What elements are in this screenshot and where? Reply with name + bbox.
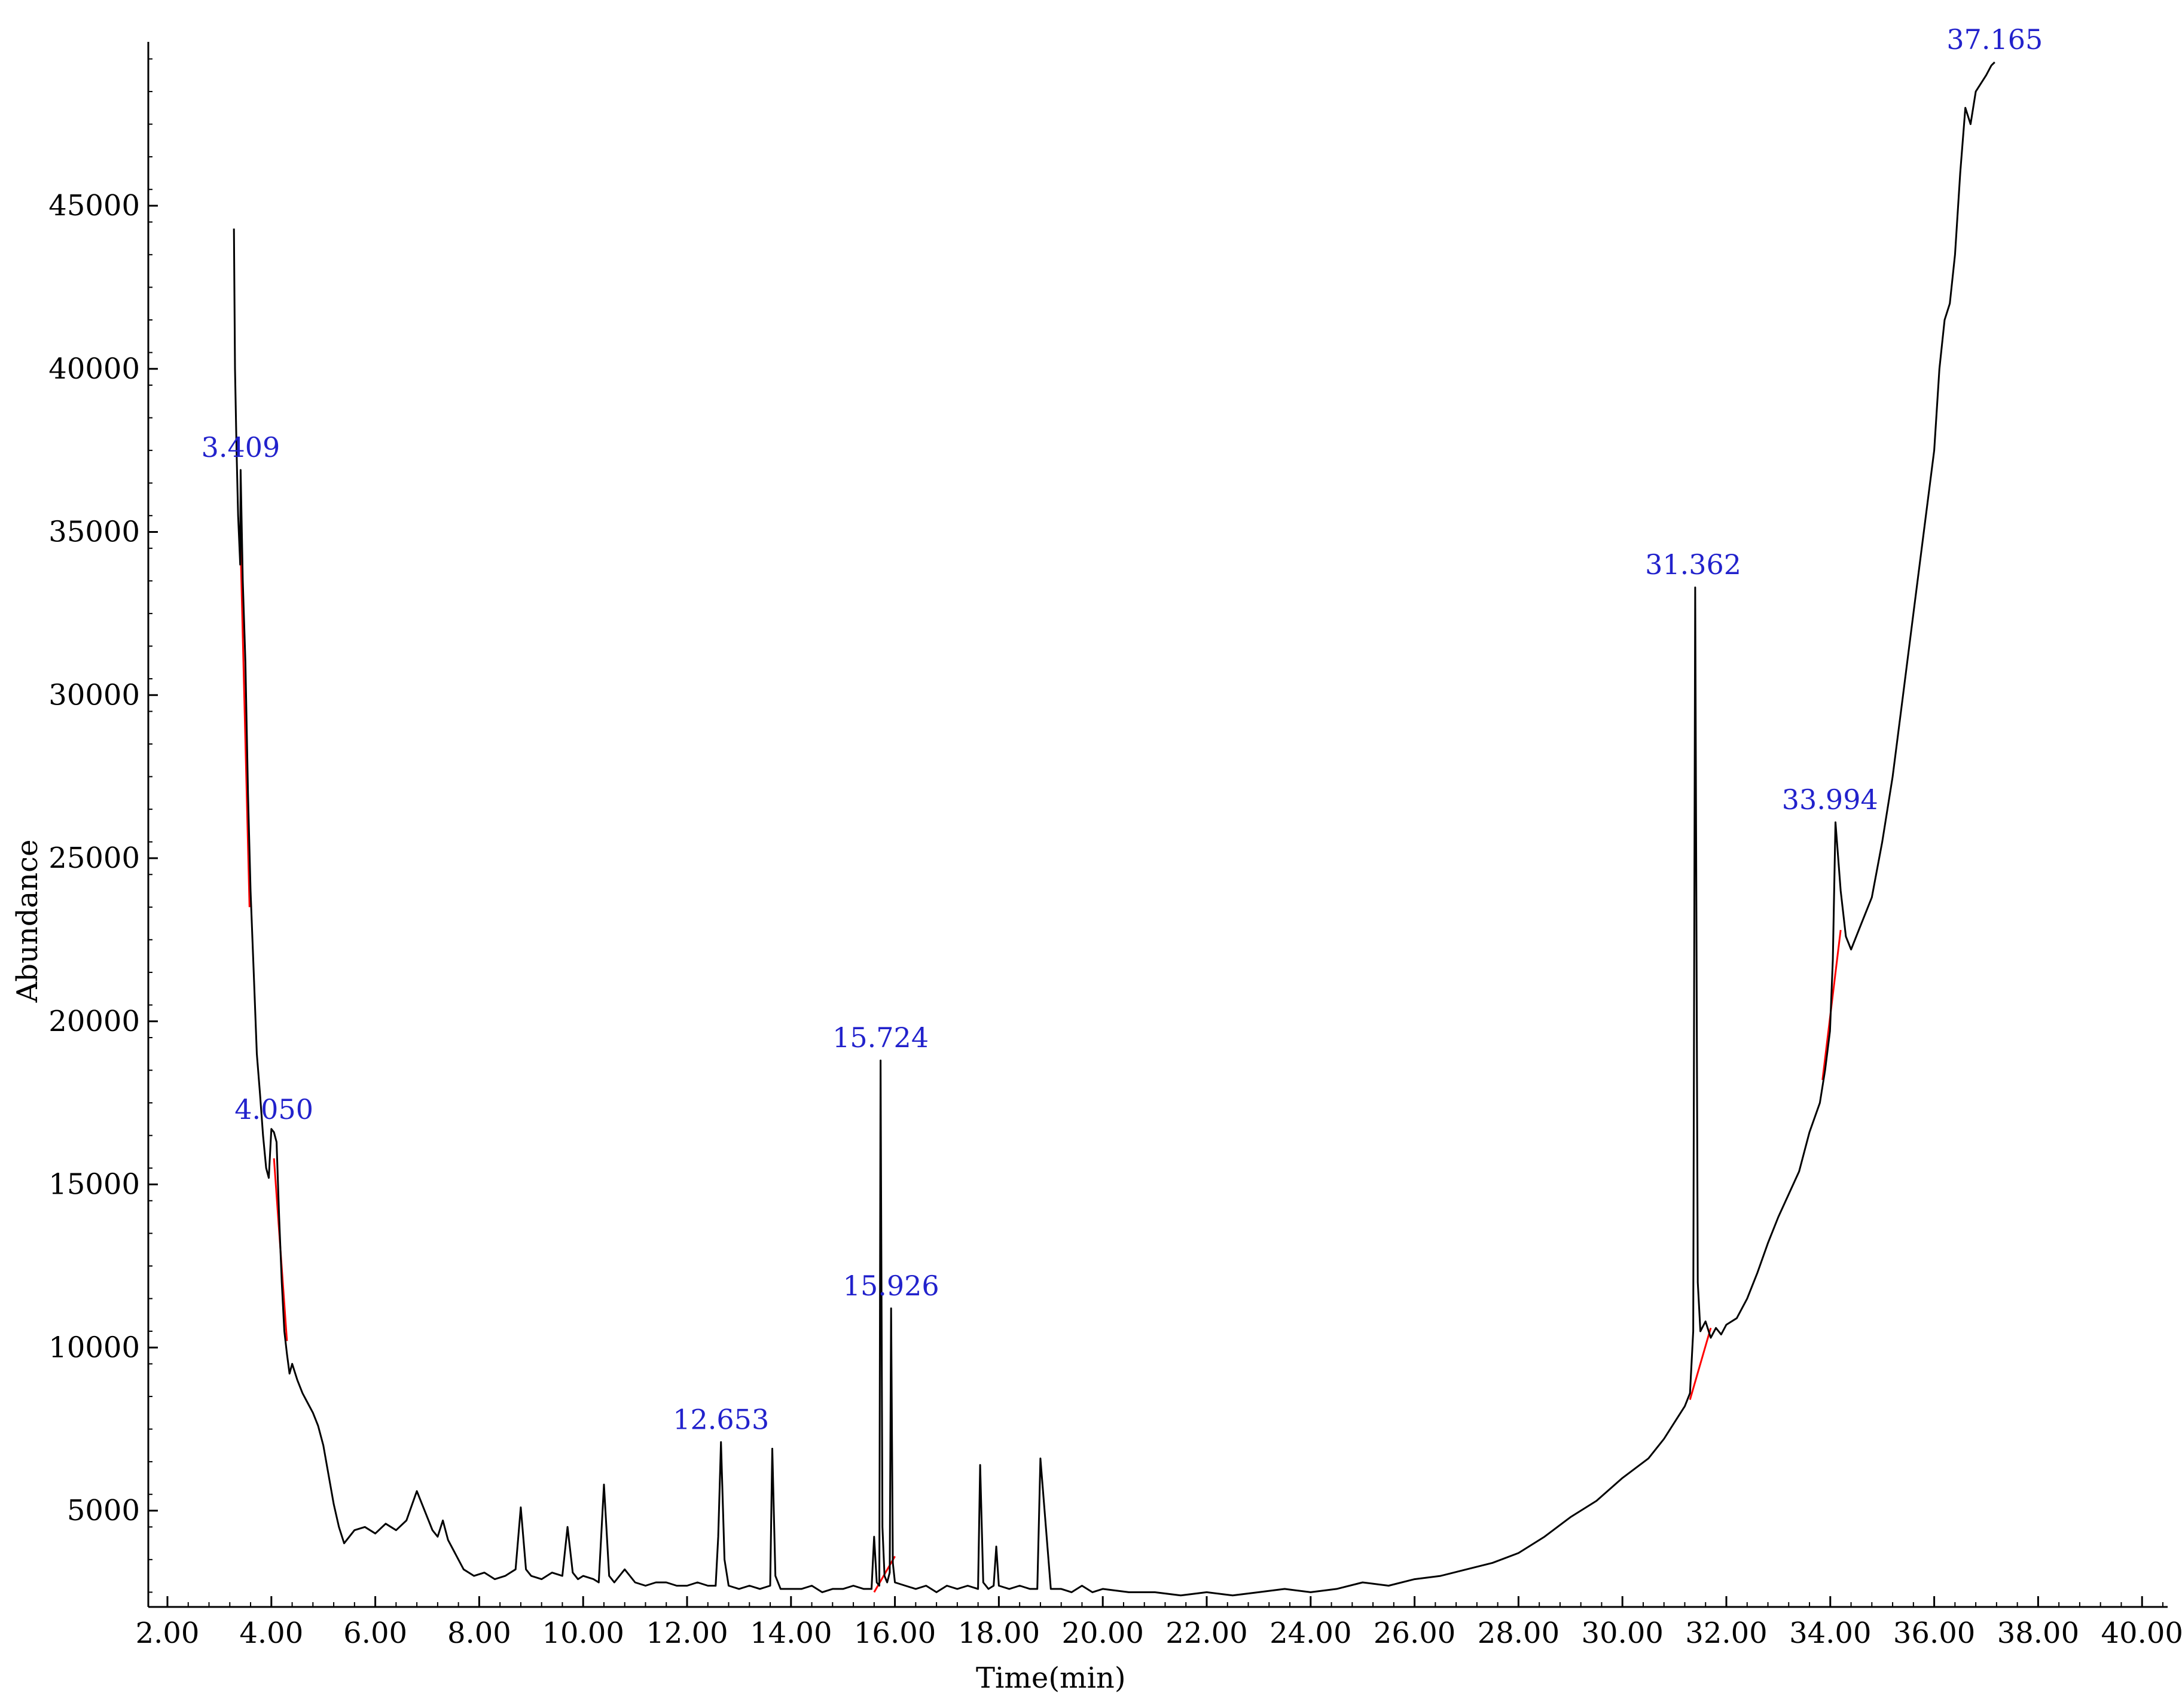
peak-label: 31.362 bbox=[1645, 548, 1741, 581]
y-tick-label: 15000 bbox=[48, 1168, 140, 1201]
y-tick-label: 30000 bbox=[48, 678, 140, 712]
y-ticks: 5000 10000 15000 20000 25000 30000 35000 40000 4… bbox=[48, 189, 158, 1527]
peak-label: 15.926 bbox=[843, 1270, 939, 1302]
x-tick-label: 40.00 bbox=[2101, 1616, 2182, 1650]
x-tick-label: 38.00 bbox=[1997, 1616, 2079, 1650]
x-tick-label: 34.00 bbox=[1789, 1616, 1871, 1650]
x-tick-label: 6.00 bbox=[343, 1616, 407, 1650]
x-tick-label: 10.00 bbox=[542, 1616, 624, 1650]
baseline-segment bbox=[239, 532, 251, 907]
x-tick-label: 24.00 bbox=[1269, 1616, 1351, 1650]
x-tick-label: 30.00 bbox=[1581, 1616, 1663, 1650]
y-tick-label: 5000 bbox=[67, 1494, 140, 1527]
x-tick-label: 28.00 bbox=[1478, 1616, 1560, 1650]
baseline-segment bbox=[1689, 1328, 1712, 1400]
y-tick-label: 40000 bbox=[48, 352, 140, 386]
x-tick-label: 32.00 bbox=[1685, 1616, 1767, 1650]
x-tick-label: 4.00 bbox=[239, 1616, 303, 1650]
y-tick-label: 45000 bbox=[48, 189, 140, 222]
x-tick-label: 20.00 bbox=[1061, 1616, 1143, 1650]
x-tick-label: 8.00 bbox=[447, 1616, 511, 1650]
y-tick-label: 10000 bbox=[48, 1331, 140, 1364]
y-axis-title: Abundance bbox=[11, 840, 44, 1004]
peak-label: 33.994 bbox=[1782, 783, 1878, 816]
x-tick-label: 2.00 bbox=[136, 1616, 200, 1650]
x-tick-label: 36.00 bbox=[1893, 1616, 1975, 1650]
y-tick-label: 35000 bbox=[48, 516, 140, 549]
x-tick-label: 12.00 bbox=[646, 1616, 728, 1650]
x-tick-label: 18.00 bbox=[958, 1616, 1040, 1650]
peak-label: 4.050 bbox=[234, 1093, 313, 1126]
peak-labels: 3.409 4.050 12.653 15.724 15.926 31.362 33.994… bbox=[202, 23, 2043, 1435]
peak-label: 12.653 bbox=[673, 1403, 769, 1435]
x-axis-title: Time(min) bbox=[976, 1661, 1126, 1695]
x-ticks: 2.00 4.00 6.00 8.00 10.00 12.00 14.00 16.00 18.0… bbox=[136, 1596, 2182, 1650]
x-tick-label: 16.00 bbox=[854, 1616, 936, 1650]
chromatogram-trace bbox=[233, 61, 1995, 1597]
x-tick-label: 22.00 bbox=[1165, 1616, 1247, 1650]
x-tick-label: 14.00 bbox=[750, 1616, 832, 1650]
y-tick-label: 20000 bbox=[48, 1005, 140, 1038]
peak-label: 37.165 bbox=[1946, 23, 2043, 56]
peak-label: 3.409 bbox=[202, 431, 280, 463]
peak-label: 15.724 bbox=[832, 1021, 929, 1054]
x-tick-label: 26.00 bbox=[1374, 1616, 1455, 1650]
integration-baselines bbox=[239, 532, 1842, 1593]
y-tick-label: 25000 bbox=[48, 841, 140, 875]
